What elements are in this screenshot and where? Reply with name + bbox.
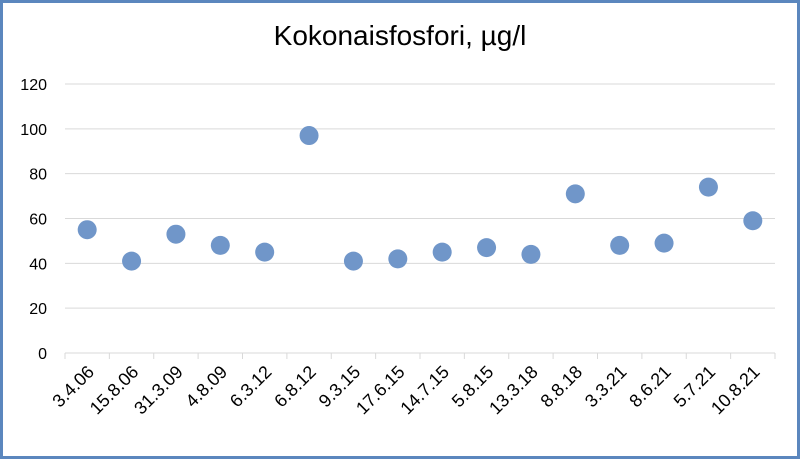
x-tick-label: 3.3.21 — [581, 362, 631, 412]
x-tick-label: 31.3.09 — [130, 362, 187, 419]
y-axis-ticks: 0 20 40 60 80 100 120 — [20, 77, 47, 363]
data-point — [565, 184, 585, 204]
data-points — [77, 126, 763, 271]
x-axis-labels: 3.4.0615.8.0631.3.094.8.096.3.126.8.129.… — [48, 362, 763, 419]
y-tick-label: 60 — [29, 212, 47, 229]
gridlines — [65, 83, 775, 309]
x-tick-label: 8.6.21 — [625, 362, 675, 412]
data-point — [432, 242, 452, 262]
x-tick-label: 15.8.06 — [86, 362, 143, 419]
data-point — [122, 251, 142, 271]
data-point — [299, 126, 319, 146]
x-tick-label: 14.7.15 — [396, 362, 453, 419]
data-point — [610, 235, 630, 255]
data-point — [388, 249, 408, 269]
x-tick-label: 13.3.18 — [485, 362, 542, 419]
y-tick-label: 100 — [20, 122, 47, 139]
data-point — [210, 235, 230, 255]
x-tick-label: 17.6.15 — [352, 362, 409, 419]
y-tick-label: 80 — [29, 167, 47, 184]
data-point — [255, 242, 275, 262]
x-tick-label: 6.8.12 — [270, 362, 320, 412]
x-tick-label: 10.8.21 — [707, 362, 764, 419]
y-tick-label: 0 — [38, 346, 47, 363]
x-tick-label: 4.8.09 — [182, 362, 232, 412]
chart-title: Kokonaisfosfori, µg/l — [273, 20, 527, 51]
data-point — [166, 224, 186, 244]
y-tick-label: 40 — [29, 256, 47, 273]
data-point — [743, 211, 763, 231]
data-point — [477, 238, 497, 258]
x-axis-tick-marks — [64, 353, 776, 359]
y-tick-label: 20 — [29, 301, 47, 318]
y-tick-label: 120 — [20, 77, 47, 94]
x-tick-label: 6.3.12 — [226, 362, 276, 412]
data-point — [343, 251, 363, 271]
x-tick-label: 8.8.18 — [537, 362, 587, 412]
data-point — [698, 177, 718, 197]
data-point — [654, 233, 674, 253]
data-point — [77, 220, 97, 240]
data-point — [521, 244, 541, 264]
